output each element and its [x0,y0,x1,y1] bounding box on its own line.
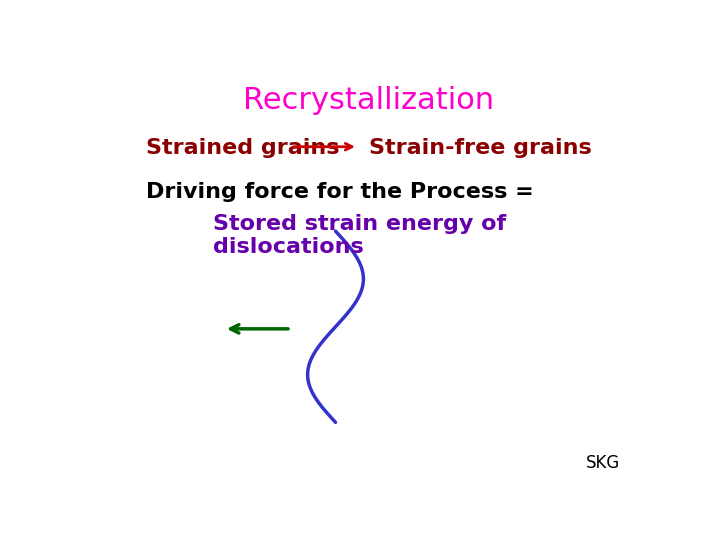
Text: Strain-free grains: Strain-free grains [369,138,592,158]
Text: Driving force for the Process =: Driving force for the Process = [145,181,534,201]
Text: Stored strain energy of
dislocations: Stored strain energy of dislocations [213,214,506,257]
Text: Strained grains: Strained grains [145,138,339,158]
Text: Recrystallization: Recrystallization [243,85,495,114]
Text: SKG: SKG [586,454,621,472]
